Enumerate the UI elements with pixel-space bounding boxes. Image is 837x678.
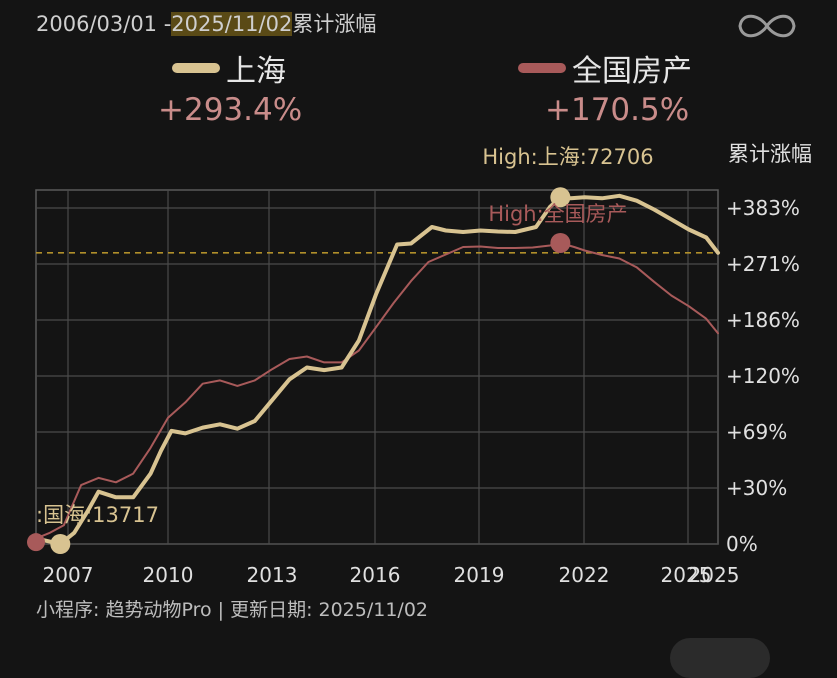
legend-label-shanghai: 上海 [226, 54, 286, 89]
annotation-marker [550, 187, 571, 208]
y-tick-label: +186% [726, 308, 800, 332]
y-tick-label: +69% [726, 420, 787, 444]
x-tick-label: 2013 [247, 563, 298, 587]
y-tick-label: +30% [726, 476, 787, 500]
x-tick-label: 2022 [559, 563, 610, 587]
national-change-value: +170.5% [545, 92, 690, 128]
start-marker-national [27, 533, 45, 552]
y-axis-title: 累计涨幅 [728, 142, 812, 166]
y-tick-label: +271% [726, 252, 800, 276]
shanghai-change-value: +293.4% [158, 92, 303, 128]
footer-text: 小程序: 趋势动物Pro | 更新日期: 2025/11/02 [36, 599, 429, 621]
y-tick-label: +120% [726, 364, 800, 388]
series-line-national [35, 242, 719, 540]
bottom-bar-handle[interactable] [670, 638, 770, 678]
infinity-icon[interactable] [730, 6, 804, 46]
date-end: 2025/11/02 [171, 12, 293, 36]
metric-label: 累计涨幅 [292, 12, 377, 36]
y-tick-label: 0% [726, 532, 758, 556]
line-chart[interactable]: 0% +30% +69% +120% +186% +271% +383% 2007 2010 20… [0, 0, 837, 656]
x-tick-label: 2019 [454, 563, 505, 587]
legend-swatch-shanghai [172, 63, 220, 73]
legend-label-national: 全国房产 [572, 54, 692, 89]
series-line-shanghai [34, 193, 720, 546]
date-range: 2006/03/01 -2025/11/02累计涨幅 [36, 8, 376, 38]
x-tick-label: 2010 [143, 563, 194, 587]
x-tick-label: 2025 [689, 563, 740, 587]
x-tick-label: 2025 [661, 563, 712, 587]
annotation-label: :国海:13717 [36, 503, 159, 527]
legend-item-national[interactable]: 全国房产 [518, 46, 692, 90]
annotation-marker [50, 534, 71, 554]
legend-swatch-national [518, 63, 566, 73]
x-tick-label: 2007 [43, 563, 94, 587]
annotation-label: High:上海:72706 [482, 145, 653, 169]
y-tick-label: +383% [726, 196, 800, 220]
legend-item-shanghai[interactable]: 上海 [172, 46, 286, 90]
annotation-marker [550, 233, 571, 253]
x-tick-label: 2016 [350, 563, 401, 587]
annotation-label: High:全国房产 [488, 202, 627, 226]
date-start: 2006/03/01 - [36, 12, 172, 36]
